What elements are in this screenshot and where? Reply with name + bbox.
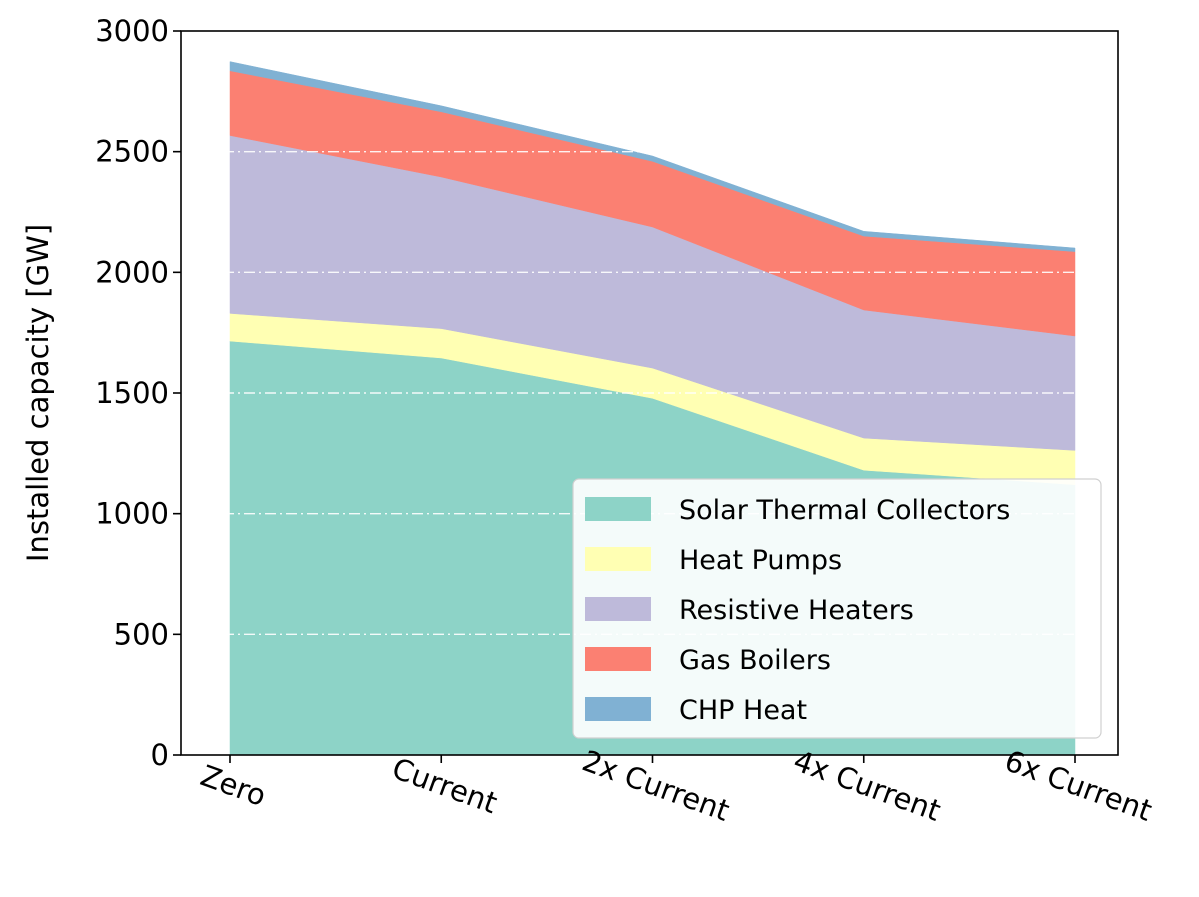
x-tick-label: 4x Current [789, 743, 945, 828]
area-chp-heat [229, 61, 1076, 252]
x-axis: Zero Current 2x Current 4x Current 6x Curren… [196, 743, 1156, 828]
x-tick-label: 6x Current [1000, 743, 1156, 828]
y-tick-label: 3000 [95, 14, 169, 48]
y-tick-label: 500 [114, 617, 169, 651]
x-tick-label: Zero [196, 758, 270, 813]
legend-swatch [585, 697, 651, 721]
legend-swatch [585, 547, 651, 571]
legend-label: Heat Pumps [679, 545, 842, 576]
y-tick-label: 1000 [95, 497, 169, 531]
legend-swatch [585, 497, 651, 521]
y-axis-label: Installed capacity [GW] [21, 224, 55, 562]
legend-box [572, 478, 1102, 739]
y-axis: 0 500 1000 1500 2000 2500 3000 [95, 14, 181, 772]
legend-swatch [585, 647, 651, 671]
y-tick-label: 1500 [95, 376, 169, 410]
y-tick-label: 0 [151, 738, 169, 772]
legend-label: CHP Heat [679, 695, 807, 726]
legend: Solar Thermal Collectors Heat Pumps Resist… [572, 478, 1102, 739]
legend-swatch [585, 597, 651, 621]
x-tick-label: 2x Current [578, 743, 734, 828]
legend-label: Resistive Heaters [679, 595, 914, 626]
y-tick-label: 2000 [95, 255, 169, 289]
legend-label: Gas Boilers [679, 645, 831, 676]
x-tick-label: Current [388, 751, 502, 820]
legend-label: Solar Thermal Collectors [679, 495, 1010, 526]
y-tick-label: 2500 [95, 135, 169, 169]
